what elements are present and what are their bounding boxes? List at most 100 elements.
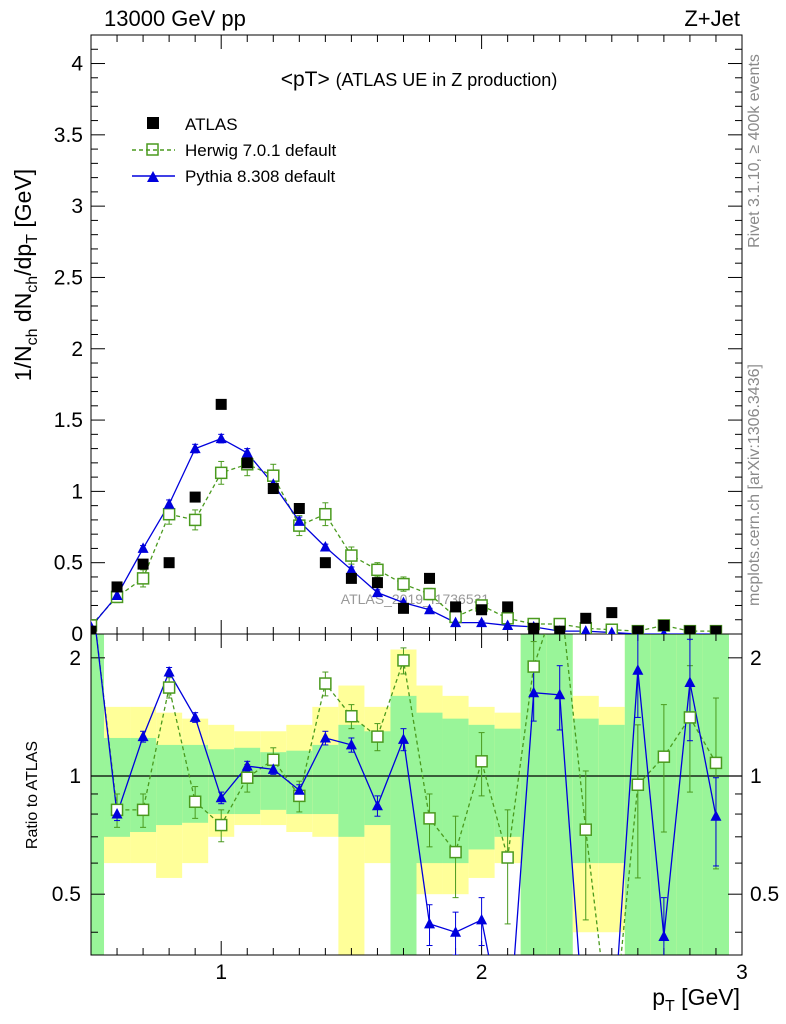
atlas-point [528, 622, 540, 634]
pythia-point [581, 625, 591, 634]
plot-title: <pT> (ATLAS UE in Z production) [281, 68, 558, 91]
pythia-ratio-point [371, 799, 383, 811]
pythia-ratio-point [658, 930, 670, 942]
y-axis-label: 1/Nch dNch/dpT [GeV] [10, 169, 41, 381]
herwig-ratio-point [449, 845, 462, 859]
ratio-axis-label: Ratio to ATLAS [24, 741, 41, 849]
herwig-point [91, 619, 98, 632]
pythia-point [450, 616, 462, 628]
atlas-point [319, 557, 331, 569]
y-tick-label: 2.5 [54, 266, 83, 289]
atlas-point [111, 581, 123, 593]
atlas-point [293, 502, 305, 514]
herwig-ratio-point [240, 771, 254, 784]
atlas-point [632, 625, 644, 634]
pythia-point [137, 542, 149, 553]
pythia-ratio-point [554, 688, 566, 700]
atlas-point [345, 572, 357, 584]
pythia-point [319, 541, 331, 552]
herwig-ratio-point [554, 583, 565, 594]
main-series [91, 398, 723, 634]
atlas-point [450, 601, 462, 613]
atlas-point [267, 483, 279, 495]
herwig-point [319, 507, 332, 521]
herwig-ratio-point [683, 711, 697, 724]
atlas-point [397, 602, 409, 614]
y-tick-label: 3 [71, 195, 83, 218]
herwig-ratio-point [501, 851, 514, 864]
herwig-point [397, 577, 410, 591]
y-tick-label: 3.5 [54, 124, 83, 147]
ratio-tick-label-right: 1 [750, 765, 762, 788]
y-tick-label: 0 [71, 623, 83, 646]
process-label: Z+Jet [684, 6, 740, 31]
pythia-point [345, 563, 357, 575]
y-tick-label: 1 [71, 480, 83, 503]
legend-atlas-label: ATLAS [185, 115, 238, 134]
pythia-ratio-point [710, 810, 722, 821]
atlas-point [658, 619, 670, 631]
atlas-point [189, 491, 201, 503]
herwig-ratio-point [631, 778, 645, 792]
pythia-point [215, 432, 227, 444]
green-band-bin [598, 724, 625, 864]
x-tick-label: 1 [215, 961, 227, 984]
atlas-point [215, 398, 227, 410]
y-tick-label: 2 [71, 338, 83, 361]
atlas-point [606, 607, 618, 619]
pythia-ratio-point [267, 763, 279, 774]
pythia-ratio-point [215, 791, 227, 803]
legend-herwig-label: Herwig 7.0.1 default [185, 141, 336, 160]
herwig-ratio-point [319, 677, 332, 690]
herwig-ratio-point [527, 660, 540, 673]
pythia-point [607, 626, 616, 634]
herwig-ratio-point [709, 756, 723, 770]
herwig-ratio-point [136, 803, 150, 817]
herwig-ratio-point [162, 681, 176, 694]
ratio-series [95, 583, 723, 955]
atlas-point [91, 625, 97, 634]
atlas-point [163, 557, 175, 569]
herwig-ratio-point [214, 818, 228, 832]
herwig-ratio-point [423, 812, 436, 825]
herwig-ratio-point [188, 795, 202, 808]
pythia-ratio-point [684, 676, 696, 688]
pythia-ratio-point [319, 731, 331, 743]
pythia-ratio-point [189, 711, 201, 722]
pythia-ratio-point [424, 917, 436, 929]
herwig-point [162, 507, 176, 521]
legend: ATLAS Herwig 7.0.1 default Pythia 8.308 de… [132, 115, 336, 186]
ratio-tick-label: 1 [69, 765, 81, 788]
pythia-ratio-point [293, 784, 305, 795]
y-tick-label: 0.5 [54, 552, 83, 575]
pythia-point [163, 498, 175, 509]
pythia-ratio-point [345, 738, 357, 750]
atlas-point [710, 625, 722, 634]
herwig-point [371, 563, 384, 577]
pythia-point [476, 616, 488, 628]
pythia-point [111, 589, 123, 600]
pythia-point [660, 628, 668, 634]
pythia-point [502, 619, 514, 630]
pythia-ratio-point [163, 666, 175, 677]
pythia-ratio-point [476, 913, 488, 925]
pythia-ratio-point [632, 664, 644, 675]
legend-pythia-marker [147, 171, 159, 182]
pythia-point [371, 586, 383, 598]
herwig-ratio-point [657, 750, 671, 763]
legend-pythia-label: Pythia 8.308 default [185, 167, 336, 186]
atlas-point [554, 625, 566, 634]
atlas-point [241, 457, 253, 469]
ratio-tick-label-right: 2 [750, 647, 762, 670]
pythia-ratio-point [111, 808, 123, 819]
pythia-point [241, 446, 253, 458]
x-axis-label: pT [GeV] [652, 984, 740, 1015]
pythia-point [293, 515, 305, 526]
ratio-plot-frame [90, 633, 743, 956]
pythia-ratio-point [241, 760, 253, 771]
atlas-point [580, 612, 592, 624]
green-band-bin [156, 744, 183, 826]
herwig-point [345, 549, 358, 562]
atlas-point [371, 577, 383, 589]
